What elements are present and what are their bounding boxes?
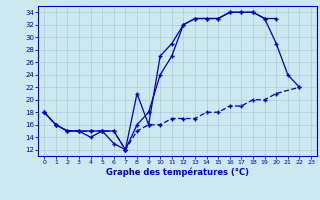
X-axis label: Graphe des températures (°C): Graphe des températures (°C) [106, 168, 249, 177]
